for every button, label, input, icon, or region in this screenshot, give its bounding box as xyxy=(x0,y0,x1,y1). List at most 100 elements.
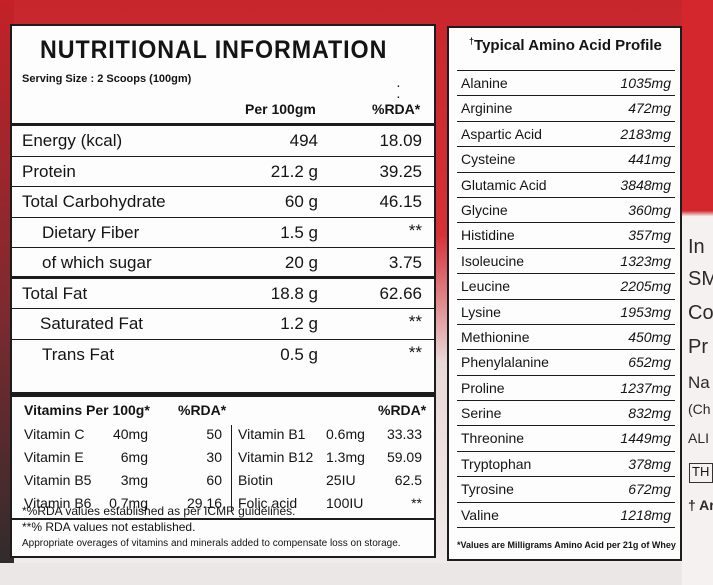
nutrient-name: Trans Fat xyxy=(42,344,115,364)
amino-value: 2205mg xyxy=(620,278,671,295)
nutrient-rda: 46.15 xyxy=(379,192,422,211)
table-row: Arginine 472mg xyxy=(457,95,675,120)
table-row: Tryptophan 378mg xyxy=(457,450,675,476)
rda-header: %RDA* xyxy=(372,101,421,117)
table-row: Phenylalanine 652mg xyxy=(457,349,675,374)
nutrient-name: Energy (kcal) xyxy=(22,131,123,150)
table-row: Threonine 1449mg xyxy=(457,425,675,450)
table-row: Aspartic Acid 2183mg xyxy=(457,120,675,146)
vitamins-rda-header: %RDA* xyxy=(378,402,427,418)
table-row: Vitamin B6 0.7mg 29.16 Folic acid 100IU … xyxy=(12,492,434,515)
amino-name: Leucine xyxy=(461,278,511,295)
vitamins-rda-header: %RDA* xyxy=(178,402,227,418)
nutrient-value: 60 g xyxy=(284,192,318,211)
amino-name: Alanine xyxy=(461,75,508,91)
column-divider xyxy=(231,425,232,511)
nutrient-value: 1.2 g xyxy=(280,314,318,333)
per-100gm-header: Per 100gm xyxy=(245,101,316,117)
vitamin-rda: 30 xyxy=(206,449,222,465)
amino-name: Histidine xyxy=(461,227,515,244)
table-row: Alanine 1035mg xyxy=(457,70,675,95)
nutrient-name: of which sugar xyxy=(42,253,152,272)
amino-value: 2183mg xyxy=(620,125,671,142)
amino-name: Proline xyxy=(461,379,505,396)
serving-size: Serving Size : 2 Scoops (100gm) xyxy=(22,73,192,85)
table-row: Total Carbohydrate 60 g 46.15 xyxy=(12,187,434,218)
vitamin-rda: 29.16 xyxy=(186,495,222,511)
amino-value: 378mg xyxy=(628,455,671,472)
amino-value: 652mg xyxy=(628,354,671,371)
nutrition-table-header: Per 100gm %RDA* xyxy=(12,97,434,126)
nutrient-rda: 3.75 xyxy=(388,253,422,272)
vitamin-name: Biotin xyxy=(238,472,274,488)
vitamin-name: Vitamin E xyxy=(24,449,84,465)
amino-value: 3848mg xyxy=(620,176,671,193)
vitamins-table: Vitamin C 40mg 50 Vitamin B1 0.6mg 33.33… xyxy=(12,423,434,515)
nutrient-name: Dietary Fiber xyxy=(42,222,140,242)
nutrient-name: Total Fat xyxy=(22,283,88,303)
amino-name: Valine xyxy=(461,506,499,523)
vitamin-amount: 1.3mg xyxy=(326,449,365,465)
section-divider xyxy=(12,518,434,520)
vitamin-rda: 59.09 xyxy=(386,449,422,465)
edge-text: In xyxy=(688,236,705,258)
nutrient-name: Saturated Fat xyxy=(40,314,144,333)
amino-name: Aspartic Acid xyxy=(461,125,542,142)
vitamin-name: Vitamin C xyxy=(24,426,85,442)
nutrient-rda: ** xyxy=(408,342,422,362)
amino-value: 357mg xyxy=(628,227,671,244)
table-row: Histidine 357mg xyxy=(457,222,675,247)
nutrient-value: 18.8 g xyxy=(270,283,318,303)
vitamin-amount: 40mg xyxy=(112,426,148,442)
amino-name: Glycine xyxy=(461,201,508,218)
amino-value: 450mg xyxy=(628,328,671,345)
amino-value: 472mg xyxy=(628,100,671,117)
table-row: Vitamin E 6mg 30 Vitamin B12 1.3mg 59.09 xyxy=(12,446,434,469)
nutrient-rda: 39.25 xyxy=(379,161,422,181)
table-row: Vitamin B5 3mg 60 Biotin 25IU 62.5 xyxy=(12,469,434,492)
package-bottom-edge xyxy=(0,563,713,585)
vitamin-name: Folic acid xyxy=(238,495,298,511)
amino-name: Phenylalanine xyxy=(461,354,549,371)
package-right-edge xyxy=(682,0,713,585)
vitamin-amount: 0.7mg xyxy=(109,495,148,511)
overage-note: Appropriate overages of vitamins and min… xyxy=(22,538,401,549)
table-row: Proline 1237mg xyxy=(457,374,675,400)
vitamin-rda: 33.33 xyxy=(386,426,422,442)
table-row: of which sugar 20 g 3.75 xyxy=(12,248,434,279)
vitamin-amount: 25IU xyxy=(326,472,356,488)
vitamin-rda: ** xyxy=(411,495,422,511)
nutrient-rda: ** xyxy=(408,312,422,331)
amino-value: 1237mg xyxy=(620,379,671,396)
amino-value: 1449mg xyxy=(620,430,671,447)
amino-name: Tryptophan xyxy=(461,455,532,472)
table-row: Trans Fat 0.5 g ** xyxy=(12,340,434,370)
vitamins-header: Vitamins Per 100g* xyxy=(24,402,150,418)
amino-title: †Typical Amino Acid Profile xyxy=(469,36,662,54)
nutrient-value: 494 xyxy=(289,131,318,150)
vitamin-amount: 6mg xyxy=(120,449,148,465)
table-row: Energy (kcal) 494 18.09 xyxy=(12,126,434,157)
nutrient-name: Protein xyxy=(22,161,76,181)
table-row: Protein 21.2 g 39.25 xyxy=(12,157,434,187)
edge-text: Pr xyxy=(688,336,708,358)
table-row: Lysine 1953mg xyxy=(457,298,675,324)
amino-value: 1035mg xyxy=(620,75,671,91)
vitamin-name: Vitamin B5 xyxy=(24,472,92,488)
amino-value: 441mg xyxy=(628,151,671,168)
vitamin-rda: 62.5 xyxy=(394,472,422,488)
nutrition-panel: NUTRITIONAL INFORMATION Serving Size : 2… xyxy=(10,24,436,558)
amino-value: 1953mg xyxy=(620,303,671,320)
section-divider xyxy=(12,392,434,397)
table-row: Leucine 2205mg xyxy=(457,273,675,298)
amino-value: 832mg xyxy=(628,405,671,422)
amino-name: Threonine xyxy=(461,430,525,447)
nutrient-value: 0.5 g xyxy=(280,344,318,364)
table-row: Isoleucine 1323mg xyxy=(457,247,675,273)
amino-name: Isoleucine xyxy=(461,252,525,269)
table-row: Serine 832mg xyxy=(457,400,675,425)
edge-text: Co xyxy=(688,302,713,324)
nutrient-rda: 18.09 xyxy=(379,131,422,150)
table-row: Vitamin C 40mg 50 Vitamin B1 0.6mg 33.33 xyxy=(12,423,434,446)
vitamin-amount: 0.6mg xyxy=(326,426,365,442)
